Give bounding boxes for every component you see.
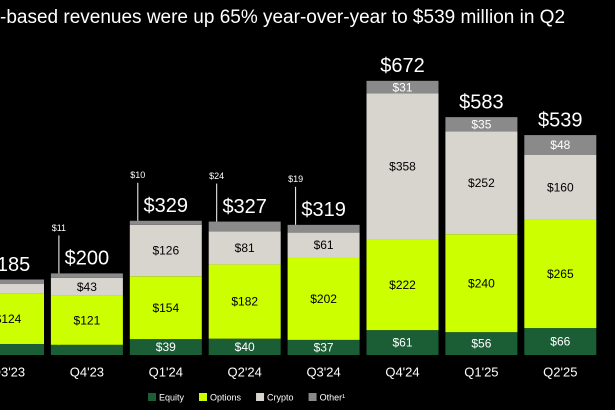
bar-segment <box>50 344 123 355</box>
total-label: $185 <box>0 254 30 276</box>
chart-title: -based revenues were up 65% year-over-ye… <box>0 7 565 28</box>
bar-segment <box>366 239 439 331</box>
x-tick-label: Q1'24 <box>149 364 183 379</box>
bar-segment <box>366 93 439 240</box>
segment-label: $202 <box>310 292 337 306</box>
segment-label: $31 <box>392 80 412 94</box>
bar-segment <box>129 276 202 340</box>
segment-label: $124 <box>0 312 22 326</box>
segment-label: $182 <box>231 295 258 309</box>
bar-segment <box>366 330 439 355</box>
segment-label: $43 <box>77 280 97 294</box>
x-tick-label: Q3'23 <box>0 364 25 379</box>
bar-segment <box>287 339 360 355</box>
total-label: $539 <box>538 109 583 131</box>
x-tick-label: Q2'24 <box>228 364 262 379</box>
segment-label: $126 <box>152 244 179 258</box>
segment-label: $154 <box>152 301 179 315</box>
segment-label: $160 <box>547 180 574 194</box>
total-label: $319 <box>301 199 346 221</box>
segment-label: $61 <box>314 238 334 252</box>
bar-segment <box>445 131 518 235</box>
segment-label: $121 <box>74 313 101 327</box>
bar-segment <box>129 224 202 277</box>
bar-segment <box>287 257 360 340</box>
segment-label: $61 <box>392 336 412 350</box>
legend-label: Options <box>210 392 242 402</box>
segment-label: $81 <box>235 241 255 255</box>
bar-segment <box>129 339 202 355</box>
x-tick-label: Q3'24 <box>306 364 340 379</box>
bar-segment <box>129 220 202 225</box>
bar-segment <box>287 224 360 233</box>
segment-label: $240 <box>468 276 495 290</box>
segment-label: $40 <box>235 340 255 354</box>
bar-segment <box>208 264 281 339</box>
bar-segment <box>208 338 281 355</box>
legend-swatch <box>199 393 208 401</box>
bar-segment <box>366 80 439 94</box>
segment-label: $358 <box>389 160 416 174</box>
callout-label: $10 <box>130 170 145 180</box>
bar-segment <box>0 279 44 285</box>
total-label: $672 <box>380 55 425 77</box>
total-label: $327 <box>222 196 267 218</box>
x-tick-label: Q4'24 <box>385 364 419 379</box>
segment-label: $35 <box>471 117 491 131</box>
segment-label: $265 <box>547 267 574 281</box>
bar-segment <box>287 232 360 258</box>
bar-segment <box>524 135 597 155</box>
bar-segment <box>208 221 281 232</box>
legend-label: Crypto <box>267 392 294 402</box>
legend-label: Equity <box>159 392 185 402</box>
bar-segment <box>445 234 518 333</box>
bar-segment <box>50 277 123 296</box>
x-tick-label: Q4'23 <box>70 364 104 379</box>
legend-swatch <box>148 393 156 401</box>
segment-label: $252 <box>468 176 495 190</box>
total-label: $583 <box>459 91 504 113</box>
bar-segment <box>524 219 597 329</box>
x-tick-label: Q1'25 <box>464 364 498 379</box>
bar-segment <box>445 117 518 132</box>
segment-label: $66 <box>550 335 570 349</box>
x-tick-label: Q2'25 <box>543 364 577 379</box>
callout-label: $19 <box>288 174 303 184</box>
segment-label: $39 <box>156 340 176 354</box>
bar-segment <box>524 154 597 220</box>
bar-segment <box>445 332 518 355</box>
bar-segment <box>50 295 123 345</box>
segment-label: $222 <box>389 278 416 292</box>
bar-segment <box>208 231 281 265</box>
bar-segment <box>524 328 597 355</box>
legend-swatch <box>256 393 265 401</box>
total-label: $329 <box>144 195 189 217</box>
total-label: $200 <box>65 248 110 270</box>
legend-label: Other¹ <box>320 392 346 402</box>
callout-label: $24 <box>209 171 224 181</box>
bar-segment <box>0 293 44 344</box>
bar-segment <box>0 284 44 294</box>
segment-label: $56 <box>471 337 491 351</box>
bar-segment <box>0 343 44 355</box>
legend-swatch <box>308 393 317 401</box>
segment-label: $48 <box>550 138 570 152</box>
callout-label: $11 <box>52 223 66 233</box>
bar-segment <box>50 273 123 278</box>
segment-label: $37 <box>314 341 334 355</box>
